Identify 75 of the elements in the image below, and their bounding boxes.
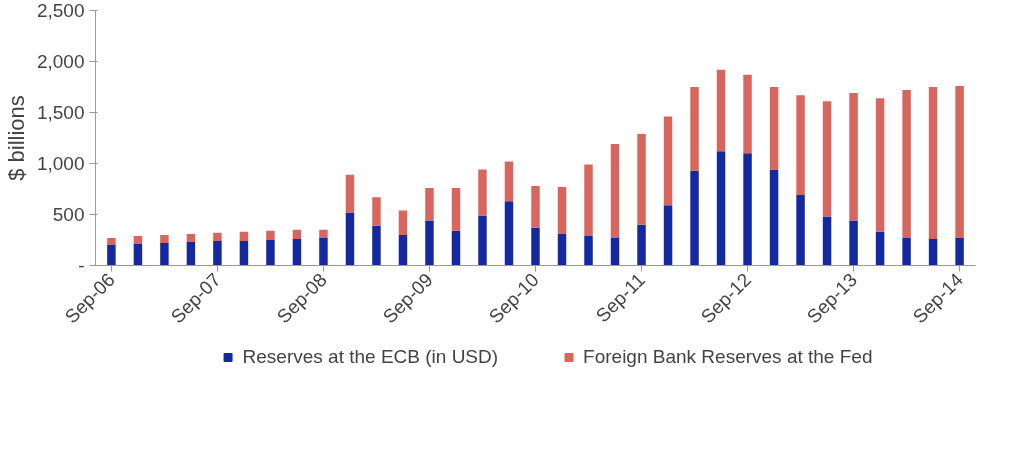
bar <box>345 212 355 266</box>
bar <box>743 74 752 154</box>
bar <box>822 101 832 217</box>
bar <box>716 69 726 152</box>
bar <box>690 170 699 266</box>
bar <box>610 144 620 238</box>
bar <box>796 195 805 266</box>
bar <box>504 201 514 266</box>
bar <box>557 233 567 266</box>
y-tick-label: 2,000 <box>36 51 85 72</box>
bar <box>372 197 381 226</box>
bar <box>160 234 169 244</box>
bar <box>584 164 593 236</box>
bar <box>955 237 964 266</box>
bar <box>796 95 805 196</box>
bar <box>292 238 302 266</box>
bar <box>531 185 540 228</box>
y-tick-label: 500 <box>52 204 85 225</box>
bar <box>849 93 858 221</box>
bar <box>425 220 434 266</box>
bar <box>239 241 249 266</box>
bar <box>557 186 567 234</box>
bar <box>875 98 885 232</box>
bar <box>319 229 328 238</box>
bar <box>398 234 408 266</box>
bar <box>213 232 222 242</box>
bar <box>107 245 116 266</box>
bar <box>451 187 461 231</box>
legend-label: Foreign Bank Reserves at the Fed <box>583 346 873 368</box>
bar <box>451 230 461 266</box>
bar <box>716 151 726 266</box>
bar <box>875 231 885 266</box>
bar <box>690 87 699 171</box>
bar <box>425 187 434 221</box>
bar <box>743 153 752 266</box>
bar <box>769 169 779 266</box>
bar <box>769 87 779 170</box>
bar <box>849 220 858 266</box>
bar <box>902 237 911 266</box>
y-tick-label: 1,000 <box>36 153 85 174</box>
bar <box>319 237 328 266</box>
bar <box>292 229 302 239</box>
bar <box>186 242 196 266</box>
bar <box>478 215 487 266</box>
bar <box>186 233 196 243</box>
bar <box>928 238 938 266</box>
bar <box>239 231 249 242</box>
bar <box>266 240 275 266</box>
bar <box>266 230 275 240</box>
bar <box>345 174 355 213</box>
legend-label: Reserves at the ECB (in USD) <box>242 346 499 368</box>
bar <box>955 85 964 238</box>
bar <box>107 237 116 246</box>
bar <box>822 216 832 266</box>
y-tick-label: 1,500 <box>36 102 85 123</box>
bar <box>902 90 911 238</box>
y-tick-label: 2,500 <box>36 0 85 21</box>
bar <box>133 244 143 266</box>
bar <box>133 235 143 245</box>
bar <box>637 133 646 225</box>
bar <box>372 225 381 266</box>
bar <box>584 235 593 266</box>
bar <box>610 237 620 266</box>
y-tick-label: - <box>78 255 85 276</box>
bar <box>531 227 540 266</box>
bar <box>398 210 408 235</box>
bar <box>504 161 514 202</box>
bar <box>663 116 673 206</box>
bar <box>160 243 169 266</box>
bar <box>637 224 646 266</box>
y-axis-title: $ billions <box>3 95 29 181</box>
bar <box>928 87 938 239</box>
bar <box>213 241 222 266</box>
bar <box>478 169 487 216</box>
bar <box>663 205 673 266</box>
